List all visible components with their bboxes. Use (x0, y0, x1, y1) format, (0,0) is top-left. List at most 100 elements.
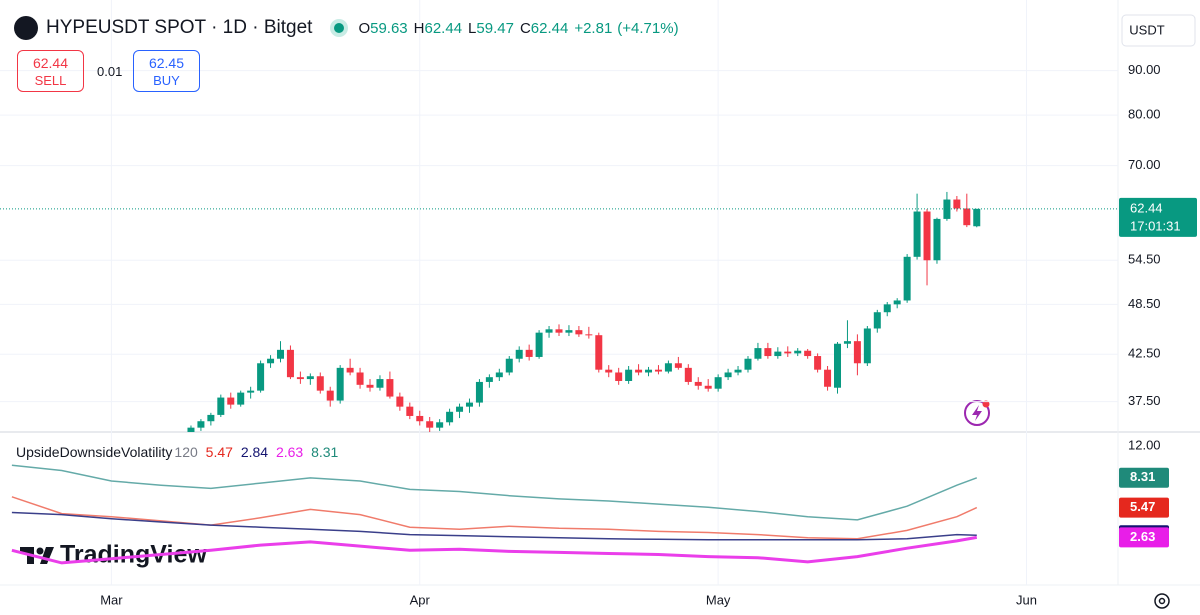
candle-body (973, 208, 981, 227)
indicator-length: 120 (174, 444, 198, 460)
symbol-icon (14, 16, 38, 40)
candle-body (465, 402, 473, 407)
settings-icon[interactable] (1154, 593, 1170, 609)
legend-value: 8.31 (311, 444, 339, 460)
candle-body (515, 349, 523, 359)
value-tags: 5.472.842.638.31 (1119, 467, 1169, 548)
header: HYPEUSDT SPOT · 1D · Bitget O 59.63 H 62.4… (14, 16, 679, 40)
candle-body (575, 330, 583, 335)
candle-body (426, 421, 434, 428)
settings-icon-core (1158, 597, 1166, 605)
candle-body (645, 369, 653, 373)
sell-button[interactable]: 62.44 SELL (17, 50, 84, 92)
candle-body (316, 376, 324, 391)
value-tag (1119, 467, 1169, 488)
candle-body (346, 367, 354, 373)
candle-body (505, 358, 513, 373)
legend-value: 5.47 (205, 444, 233, 460)
candle-body (654, 369, 662, 372)
candle-body (913, 211, 921, 257)
x-tick-label: May (706, 592, 731, 607)
logo: TradingView (20, 541, 207, 569)
symbol[interactable]: HYPEUSDT SPOT · 1D · Bitget (46, 17, 313, 38)
candle-body (744, 358, 752, 370)
candle-body (456, 406, 464, 412)
candle-body (595, 335, 603, 370)
ohlc-label: O (358, 19, 371, 37)
candle-body (416, 415, 424, 422)
candle-body (336, 367, 344, 401)
candle-body (276, 349, 284, 359)
x-tick-label: Apr (410, 592, 431, 607)
candle-body (436, 422, 444, 428)
candle-body (704, 385, 712, 389)
candle-body (863, 328, 871, 364)
candle-body (943, 199, 951, 219)
candle-body (873, 312, 881, 329)
ohlc-value: 62.44 (530, 19, 569, 37)
candle-body (267, 358, 275, 364)
indicator-line (11, 535, 978, 565)
candle-body (834, 343, 842, 388)
candle-body (585, 334, 593, 336)
grid (0, 0, 1118, 585)
candle-body (814, 356, 822, 370)
candle-body (664, 363, 672, 372)
change: +2.81 (574, 19, 613, 37)
spread: 0.01 (97, 64, 123, 79)
value-tag (1119, 497, 1169, 518)
candle-body (485, 377, 493, 382)
ohlc-label: L (468, 19, 477, 37)
candle-body (296, 377, 304, 380)
legend-value: 2.63 (275, 444, 304, 460)
buy-price: 62.45 (148, 55, 185, 71)
candle-body (306, 376, 314, 380)
candle-body (804, 350, 812, 357)
candle-body (495, 372, 503, 378)
candle-body (625, 369, 633, 381)
y-tick-label: 37.50 (1128, 393, 1161, 408)
change-percent: (+4.71%) (617, 19, 679, 37)
candle-body (774, 351, 782, 357)
currency[interactable]: USDT (1129, 22, 1164, 37)
candle-body (217, 397, 225, 415)
candle-body (286, 349, 294, 378)
buy-label: BUY (153, 73, 180, 88)
candle-body (784, 351, 792, 354)
candle-body (257, 363, 265, 391)
candle-body (903, 256, 911, 301)
indicator-title: UpsideDownsideVolatility (16, 444, 173, 460)
value-tag (1119, 527, 1169, 548)
candle-body (475, 381, 483, 403)
candle-body (525, 349, 533, 357)
indicator-line (11, 464, 978, 521)
legend-value: 2.84 (240, 444, 269, 460)
candle-body (187, 427, 195, 432)
y-tick-label: 54.50 (1128, 252, 1161, 267)
last-price-tag (1119, 197, 1197, 237)
y-tick-label: 90.00 (1128, 62, 1161, 77)
candle-body (237, 392, 245, 405)
candle-body (376, 379, 384, 388)
candles (187, 191, 981, 432)
currency-button[interactable] (1121, 14, 1196, 47)
sell-price: 62.44 (32, 55, 69, 71)
countdown: 17:01:31 (1130, 218, 1181, 233)
value-tag-label: 5.47 (1130, 499, 1155, 514)
value-tag-label: 2.63 (1130, 529, 1155, 544)
candle-body (247, 390, 255, 393)
buy-button[interactable]: 62.45 BUY (133, 50, 200, 92)
candle-body (893, 300, 901, 305)
candle-body (396, 396, 404, 407)
candle-body (953, 199, 961, 209)
indicator-line (11, 511, 977, 541)
candle-body (565, 330, 573, 333)
ohlc-value: 59.47 (476, 19, 514, 37)
candle-body (933, 218, 941, 261)
candle-body (684, 367, 692, 382)
candle-body (555, 329, 563, 333)
